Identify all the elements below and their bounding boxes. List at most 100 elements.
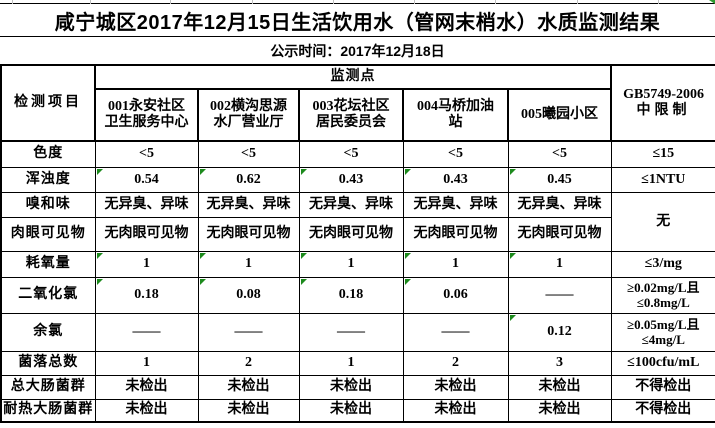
value-cell: <5 bbox=[298, 140, 404, 168]
gridline-tick bbox=[333, 0, 334, 4]
row-label: 色度 bbox=[0, 140, 96, 168]
table-row-colony-count: 菌落总数 1 2 1 2 3 ≤100cfu/mL bbox=[0, 350, 715, 376]
station-name-line: 水厂营业厅 bbox=[213, 115, 284, 130]
value-cell: 未检出 bbox=[507, 374, 612, 400]
value-cell: 无肉眼可见物 bbox=[197, 216, 300, 252]
header-monitoring-points: 监测点 bbox=[93, 64, 613, 90]
gridline-tick bbox=[658, 0, 659, 4]
green-corner-marker bbox=[199, 252, 206, 259]
value-cell: 0.18 bbox=[94, 276, 199, 314]
station-name-line: 卫生服务中心 bbox=[104, 115, 189, 130]
value-cell: 未检出 bbox=[507, 398, 612, 423]
row-label: 余氯 bbox=[0, 312, 96, 352]
gridline-tick bbox=[12, 0, 13, 4]
row-label: 二氧化氯 bbox=[0, 276, 96, 314]
value-cell: 无异臭、异味 bbox=[197, 191, 300, 218]
value-cell: 无肉眼可见物 bbox=[402, 216, 509, 252]
green-corner-marker bbox=[300, 252, 307, 259]
limit-cell: ≥0.05mg/L且 ≤4mg/L bbox=[610, 312, 715, 352]
value-cell: 0.62 bbox=[197, 166, 300, 193]
row-label: 浑浊度 bbox=[0, 166, 96, 193]
table-row-turbidity: 浑浊度 0.54 0.62 0.43 0.43 0.45 ≤1NTU bbox=[0, 166, 715, 193]
limit-cell: ≤15 bbox=[610, 140, 715, 168]
green-corner-marker bbox=[509, 252, 516, 259]
limit-cell: ≥0.02mg/L且 ≤0.8mg/L bbox=[610, 276, 715, 314]
station-name-line: 003花坛社区 bbox=[312, 99, 390, 115]
value-cell: 1 bbox=[298, 250, 404, 278]
value-cell: 无异臭、异味 bbox=[94, 191, 199, 218]
value-cell: 1 bbox=[298, 350, 404, 376]
value-cell: 未检出 bbox=[94, 398, 199, 423]
green-corner-marker bbox=[404, 168, 411, 175]
green-corner-marker bbox=[300, 168, 307, 175]
value-cell: 0.45 bbox=[507, 166, 612, 193]
value-cell: 0.43 bbox=[402, 166, 509, 193]
value-cell: 未检出 bbox=[197, 374, 300, 400]
limit-cell: ≤100cfu/mL bbox=[610, 350, 715, 376]
green-corner-marker bbox=[96, 168, 103, 175]
row-label: 菌落总数 bbox=[0, 350, 96, 376]
header-row-stations: 001永安社区 卫生服务中心 002横沟思源 水厂营业厅 003花坛社区 居民委… bbox=[1, 88, 715, 142]
gridline-tick bbox=[170, 0, 171, 4]
value-cell: <5 bbox=[94, 140, 199, 168]
value-cell: <5 bbox=[507, 140, 612, 168]
value-cell: 0.12 bbox=[507, 312, 612, 352]
value-cell: 1 bbox=[402, 250, 509, 278]
value-cell: —— bbox=[507, 276, 612, 314]
header-limit-line2: 中限制 bbox=[636, 103, 691, 118]
green-corner-marker bbox=[404, 252, 411, 259]
value-cell: 1 bbox=[94, 350, 199, 376]
header-limit: GB5749-2006 中限制 bbox=[610, 64, 715, 142]
green-corner-marker bbox=[199, 278, 206, 285]
value-cell: —— bbox=[402, 312, 509, 352]
row-label: 肉眼可见物 bbox=[0, 216, 96, 252]
header-station-005: 005曦园小区 bbox=[506, 88, 613, 142]
header-station-003: 003花坛社区 居民委员会 bbox=[298, 88, 404, 142]
green-corner-marker bbox=[709, 0, 715, 4]
table-row-residual-chlorine: 余氯 —— —— —— —— 0.12 ≥0.05mg/L且 ≤4mg/L bbox=[0, 312, 715, 352]
value-cell: 2 bbox=[197, 350, 300, 376]
value-cell: 未检出 bbox=[402, 374, 509, 400]
table-row-visible-matter: 肉眼可见物 无肉眼可见物 无肉眼可见物 无肉眼可见物 无肉眼可见物 无肉眼可见物 bbox=[0, 216, 715, 252]
gridline-tick bbox=[252, 0, 253, 4]
station-name-line: 002横沟思源 bbox=[210, 99, 287, 115]
value-cell: 1 bbox=[507, 250, 612, 278]
table-row-heat-resistant-coliform: 耐热大肠菌群 未检出 未检出 未检出 未检出 未检出 不得检出 bbox=[0, 398, 715, 423]
green-corner-marker bbox=[509, 314, 516, 321]
value-cell: 无肉眼可见物 bbox=[298, 216, 404, 252]
row-label: 耐热大肠菌群 bbox=[0, 398, 96, 423]
value-cell: 1 bbox=[197, 250, 300, 278]
station-name-line: 居民委员会 bbox=[316, 115, 386, 130]
table-row-odor: 嗅和味 无异臭、异味 无异臭、异味 无异臭、异味 无异臭、异味 无异臭、异味 无 bbox=[0, 191, 715, 252]
value-cell: —— bbox=[94, 312, 199, 352]
value-cell: 0.43 bbox=[298, 166, 404, 193]
station-name-line: 站 bbox=[448, 115, 463, 130]
table-row-total-coliform: 总大肠菌群 未检出 未检出 未检出 未检出 未检出 不得检出 bbox=[0, 374, 715, 400]
value-cell: 无肉眼可见物 bbox=[94, 216, 199, 252]
table-row-chlorine-dioxide: 二氧化氯 0.18 0.08 0.18 0.06 —— ≥0.02mg/L且 ≤… bbox=[0, 276, 715, 314]
limit-cell: 无 bbox=[610, 191, 715, 252]
header-station-001: 001永安社区 卫生服务中心 bbox=[94, 88, 199, 142]
green-corner-marker bbox=[300, 278, 307, 285]
limit-cell: ≤3/mg bbox=[610, 250, 715, 278]
publish-date: 公示时间：2017年12月18日 bbox=[270, 42, 445, 59]
header-station-004: 004马桥加油 站 bbox=[402, 88, 509, 142]
header-station-002: 002横沟思源 水厂营业厅 bbox=[197, 88, 300, 142]
value-cell: 无异臭、异味 bbox=[402, 191, 509, 218]
value-cell: 未检出 bbox=[94, 374, 199, 400]
limit-cell: 不得检出 bbox=[610, 398, 715, 423]
green-corner-marker bbox=[509, 168, 516, 175]
value-cell: <5 bbox=[197, 140, 300, 168]
value-cell: —— bbox=[197, 312, 300, 352]
row-label: 耗氧量 bbox=[0, 250, 96, 278]
table-row-sedu: 色度 <5 <5 <5 <5 <5 ≤15 bbox=[0, 140, 715, 168]
value-cell: <5 bbox=[402, 140, 509, 168]
header-row-group: 检测项目 监测点 GB5749-2006 中限制 bbox=[0, 64, 715, 142]
value-cell: 0.54 bbox=[94, 166, 199, 193]
value-cell: 3 bbox=[507, 350, 612, 376]
station-name-line: 004马桥加油 bbox=[417, 99, 494, 115]
value-cell: 无异臭、异味 bbox=[298, 191, 404, 218]
green-corner-marker bbox=[404, 278, 411, 285]
value-cell: 0.08 bbox=[197, 276, 300, 314]
